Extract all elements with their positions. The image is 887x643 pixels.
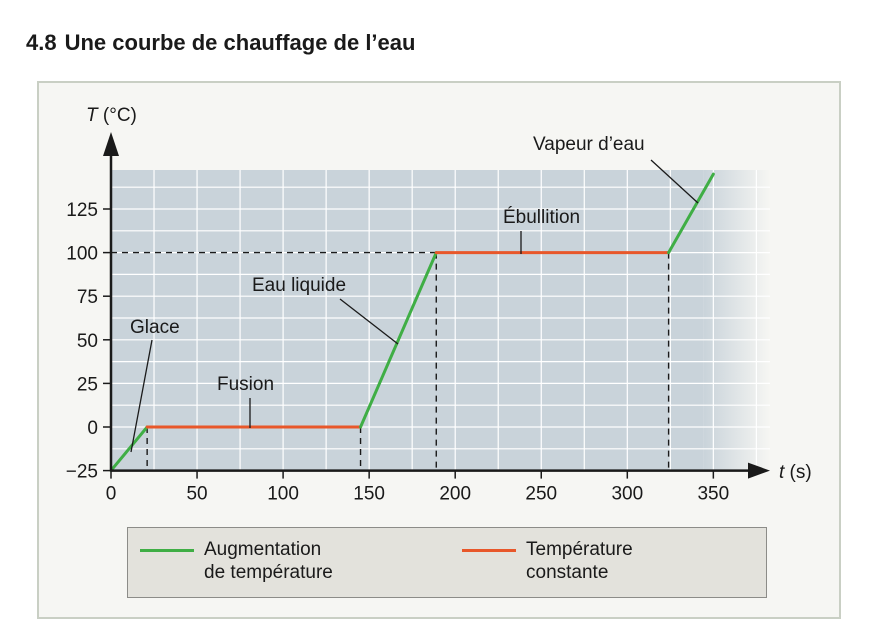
y-tick-label: 50 <box>77 331 98 352</box>
legend-label-heating-1: Augmentation <box>204 539 322 560</box>
legend-label-constant-2: constante <box>526 562 609 583</box>
annotation-label: Vapeur d’eau <box>533 134 645 155</box>
figure-number: 4.8 <box>26 30 57 55</box>
curve-segment-heating <box>667 172 715 255</box>
legend-item-heating: Augmentation de température <box>140 538 333 584</box>
curve-segment-heating <box>359 251 438 429</box>
x-tick-label: 150 <box>353 484 385 505</box>
legend: Augmentation de température Température … <box>127 527 767 598</box>
curve-segment-heating <box>109 425 149 473</box>
figure-title-text: Une courbe de chauffage de l’eau <box>64 30 416 55</box>
legend-swatch-constant <box>462 549 516 552</box>
plot-background-fade <box>703 170 770 470</box>
x-tick-label: 250 <box>525 484 557 505</box>
x-axis-arrow <box>748 462 770 479</box>
legend-item-constant: Température constante <box>462 538 633 584</box>
legend-label-constant-1: Température <box>526 539 633 560</box>
x-tick-label: 50 <box>186 484 207 505</box>
x-tick-label: 100 <box>267 484 299 505</box>
annotation-label: Glace <box>130 317 180 338</box>
legend-swatch-heating <box>140 549 194 552</box>
y-axis-label: T (°C) <box>86 105 137 126</box>
x-axis-label: t (s) <box>779 462 812 483</box>
y-tick-label: 100 <box>66 244 98 265</box>
y-tick-label: 0 <box>87 418 98 439</box>
x-tick-label: 200 <box>439 484 471 505</box>
x-tick-label: 350 <box>697 484 729 505</box>
x-tick-label: 300 <box>611 484 643 505</box>
legend-label-heating-2: de température <box>204 562 333 583</box>
annotation-leader-line <box>130 339 153 453</box>
y-tick-label: −25 <box>66 462 98 483</box>
figure-title: 4.8 Une courbe de chauffage de l’eau <box>26 30 415 56</box>
annotation-leader-line <box>650 159 699 204</box>
y-tick-label: 25 <box>77 374 98 395</box>
annotation-label: Fusion <box>217 374 274 395</box>
y-tick-label: 75 <box>77 287 98 308</box>
annotation-leader-line <box>339 298 399 345</box>
y-axis-arrow <box>103 132 119 156</box>
x-tick-label: 0 <box>106 484 117 505</box>
annotation-label: Ébullition <box>503 207 580 228</box>
annotation-label: Eau liquide <box>252 275 346 296</box>
y-tick-label: 125 <box>66 200 98 221</box>
